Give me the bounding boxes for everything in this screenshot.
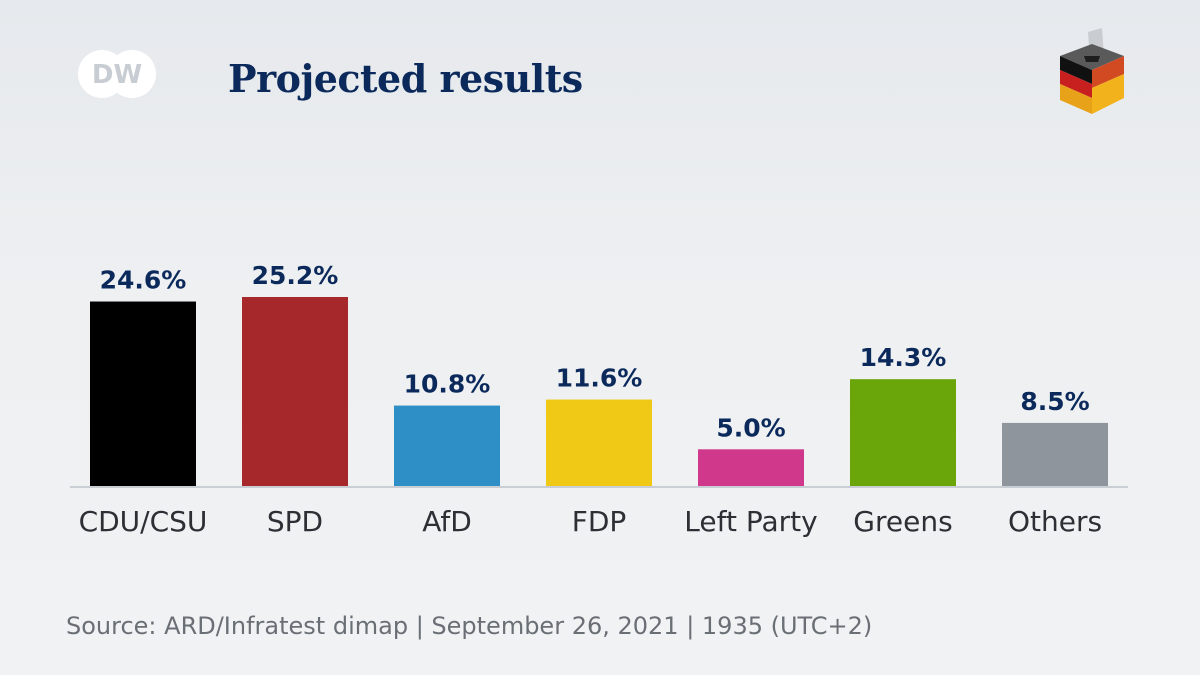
bar-spd bbox=[242, 297, 348, 487]
category-label-cdu-csu: CDU/CSU bbox=[79, 505, 208, 538]
bar-left-party bbox=[698, 449, 804, 487]
category-label-spd: SPD bbox=[267, 505, 323, 538]
bar-others bbox=[1002, 422, 1108, 487]
ballot-box-icon bbox=[1060, 28, 1124, 114]
bar-cdu-csu bbox=[90, 301, 196, 487]
value-label-afd: 10.8% bbox=[404, 370, 491, 399]
bar-fdp bbox=[546, 399, 652, 487]
category-label-fdp: FDP bbox=[572, 505, 627, 538]
category-label-afd: AfD bbox=[422, 505, 472, 538]
value-label-greens: 14.3% bbox=[860, 343, 947, 372]
dw-logo-text: DW bbox=[92, 60, 142, 90]
bar-afd bbox=[394, 405, 500, 487]
value-label-fdp: 11.6% bbox=[556, 364, 643, 393]
value-label-cdu-csu: 24.6% bbox=[100, 266, 187, 295]
value-label-others: 8.5% bbox=[1020, 387, 1089, 416]
dw-logo-icon: DW bbox=[78, 50, 156, 98]
value-label-spd: 25.2% bbox=[252, 261, 339, 290]
bar-greens bbox=[850, 379, 956, 487]
page-title: Projected results bbox=[228, 56, 583, 101]
source-note: Source: ARD/Infratest dimap | September … bbox=[66, 612, 873, 640]
category-label-left-party: Left Party bbox=[684, 505, 817, 538]
category-label-greens: Greens bbox=[853, 505, 952, 538]
value-label-left-party: 5.0% bbox=[716, 413, 785, 442]
category-label-others: Others bbox=[1008, 505, 1102, 538]
